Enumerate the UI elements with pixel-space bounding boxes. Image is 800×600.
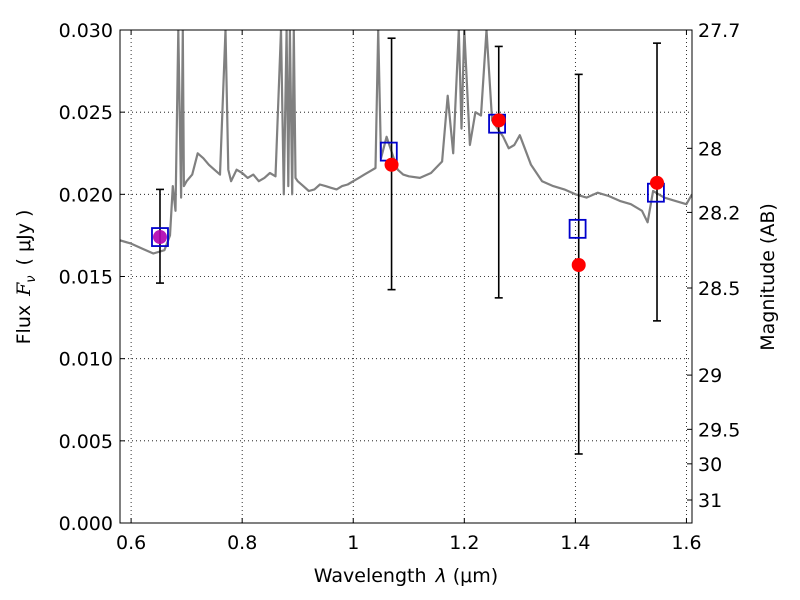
y-tick-label: 0.015 [59, 267, 113, 289]
y-tick-label: 0.010 [59, 349, 113, 371]
y-tick-label: 0.025 [59, 102, 113, 124]
x-tick-label: 1.2 [449, 532, 479, 554]
y2-tick-label: 28.2 [698, 202, 740, 224]
y2-tick-label: 29 [698, 365, 722, 387]
y-tick-label: 0.000 [59, 513, 113, 535]
y-tick-label: 0.020 [59, 184, 113, 206]
observed-flux-marker [571, 257, 586, 272]
x-tick-label: 1.4 [560, 532, 590, 554]
y-tick-label: 0.030 [59, 20, 113, 42]
x-tick-label: 1.6 [671, 532, 701, 554]
y2-tick-label: 28.5 [698, 278, 740, 300]
y2-axis-ticks: 27.7 28 28.2 28.5 29 29.5 30 31 [687, 20, 740, 512]
y2-tick-label: 29.5 [698, 419, 740, 441]
y2-tick-label: 30 [698, 454, 722, 476]
y-axis-ticks: 0.000 0.005 0.010 0.015 0.020 0.025 0.030 [59, 20, 125, 535]
series-layer [120, 30, 692, 255]
spectrum-line [120, 30, 692, 255]
marker-layer [151, 37, 665, 455]
observed-flux-marker [491, 113, 506, 128]
y2-tick-label: 28 [698, 138, 722, 160]
y2-axis-label: Magnitude (AB) [757, 203, 779, 351]
x-tick-label: 0.8 [227, 532, 257, 554]
model-square-marker [151, 227, 169, 247]
y-axis-label: FluxFν( μJy ) [13, 210, 39, 345]
x-tick-label: 1 [347, 532, 359, 554]
grid [120, 30, 692, 523]
observed-flux-marker [650, 175, 665, 190]
observed-flux-marker [384, 157, 399, 172]
y2-tick-label: 31 [698, 490, 722, 512]
x-tick-label: 0.6 [116, 532, 146, 554]
x-axis-ticks: 0.6 0.8 1 1.2 1.4 1.6 [116, 30, 702, 554]
observed-flux-marker [152, 230, 167, 245]
model-square-marker [568, 218, 587, 239]
y-tick-label: 0.005 [59, 431, 113, 453]
x-axis-label: Wavelength λ (μm) [314, 565, 498, 587]
y2-tick-label: 27.7 [698, 20, 740, 42]
